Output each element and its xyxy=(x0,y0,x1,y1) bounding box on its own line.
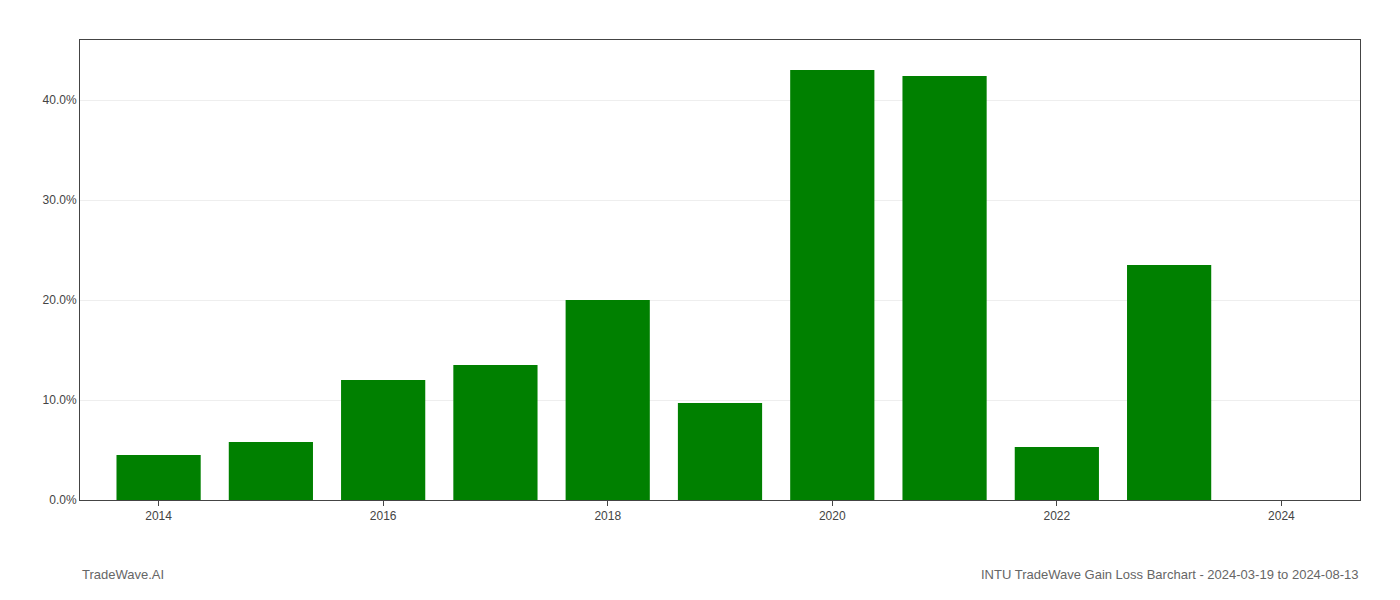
svg-text:2024: 2024 xyxy=(1268,509,1295,523)
svg-text:10.0%: 10.0% xyxy=(43,393,77,407)
svg-text:20.0%: 20.0% xyxy=(43,293,77,307)
svg-text:30.0%: 30.0% xyxy=(43,193,77,207)
svg-text:2020: 2020 xyxy=(819,509,846,523)
svg-text:INTU TradeWave Gain Loss Barch: INTU TradeWave Gain Loss Barchart - 2024… xyxy=(981,567,1358,582)
svg-text:2022: 2022 xyxy=(1043,509,1070,523)
svg-text:40.0%: 40.0% xyxy=(43,93,77,107)
svg-text:TradeWave.AI: TradeWave.AI xyxy=(82,567,164,582)
svg-text:2016: 2016 xyxy=(370,509,397,523)
svg-text:2018: 2018 xyxy=(594,509,621,523)
svg-text:0.0%: 0.0% xyxy=(49,493,77,507)
svg-text:2014: 2014 xyxy=(145,509,172,523)
